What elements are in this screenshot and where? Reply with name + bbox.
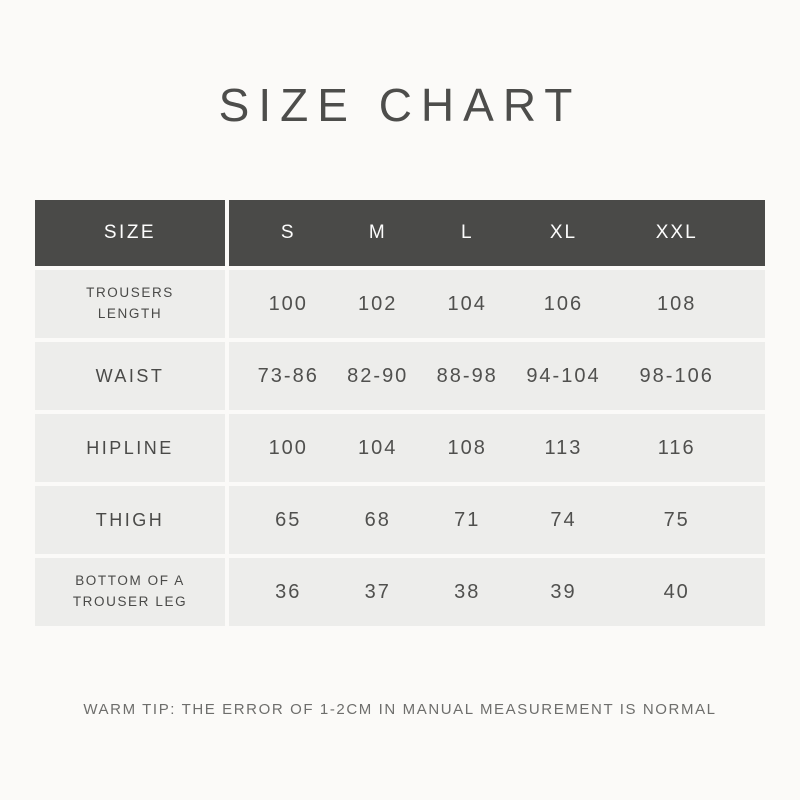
cell-value: 98-106: [639, 364, 714, 387]
cell-value: 75: [663, 508, 690, 531]
row-label-cell: BOTTOM OF A TROUSER LEG: [35, 558, 225, 626]
row-label: WAIST: [95, 365, 165, 386]
row-values: 36 37 38 39 40: [229, 558, 765, 626]
cell-value: 82-90: [347, 364, 409, 387]
row-label-cell: THIGH: [35, 486, 225, 554]
cell-value: 73-86: [257, 364, 319, 387]
table-row-bottom-of-trouser-leg: BOTTOM OF A TROUSER LEG 36 37 38 39 40: [35, 558, 765, 626]
header-col-s: S: [280, 222, 296, 243]
table-row-waist: WAIST 73-86 82-90 88-98 94-104 98-106: [35, 342, 765, 410]
cell-value: 104: [358, 436, 398, 459]
cell-value: 74: [550, 508, 577, 531]
row-label: HIPLINE: [86, 437, 174, 458]
header-col-l: L: [460, 222, 474, 243]
size-table: SIZE S M L XL XXL TROUSERS LENGTH 100 10…: [35, 200, 765, 630]
row-label-cell: HIPLINE: [35, 414, 225, 482]
header-col-m: M: [368, 222, 387, 243]
cell-value: 65: [275, 508, 302, 531]
row-values: 73-86 82-90 88-98 94-104 98-106: [229, 342, 765, 410]
footer-note: WARM TIP: THE ERROR OF 1-2CM IN MANUAL M…: [83, 701, 717, 718]
cell-value: 40: [663, 580, 690, 603]
cell-value: 88-98: [436, 364, 498, 387]
table-header-row: SIZE S M L XL XXL: [35, 200, 765, 266]
row-label-cell: TROUSERS LENGTH: [35, 270, 225, 338]
cell-value: 108: [657, 292, 697, 315]
row-label-cell: WAIST: [35, 342, 225, 410]
cell-value: 94-104: [526, 364, 601, 387]
row-values: 100 104 108 113 116: [229, 414, 765, 482]
row-label: TROUSERS LENGTH: [86, 285, 174, 321]
cell-value: 71: [454, 508, 481, 531]
cell-value: 116: [657, 436, 696, 459]
cell-value: 36: [275, 580, 302, 603]
header-col-xxl: XXL: [655, 222, 698, 243]
cell-value: 38: [454, 580, 481, 603]
cell-value: 108: [447, 436, 487, 459]
header-size-cell: SIZE: [35, 200, 225, 266]
cell-value: 37: [364, 580, 391, 603]
row-values: 65 68 71 74 75: [229, 486, 765, 554]
cell-value: 104: [447, 292, 487, 315]
row-label: THIGH: [95, 509, 165, 530]
header-size-label: SIZE: [103, 222, 157, 243]
page-title: SIZE CHART: [218, 79, 582, 131]
cell-value: 100: [268, 436, 308, 459]
table-row-thigh: THIGH 65 68 71 74 75: [35, 486, 765, 554]
table-row-hipline: HIPLINE 100 104 108 113 116: [35, 414, 765, 482]
row-label: BOTTOM OF A TROUSER LEG: [72, 573, 188, 609]
cell-value: 106: [543, 292, 584, 315]
row-values: 100 102 104 106 108: [229, 270, 765, 338]
table-row-trousers-length: TROUSERS LENGTH 100 102 104 106 108: [35, 270, 765, 338]
header-col-xl: XL: [549, 222, 578, 243]
cell-value: 113: [544, 436, 583, 459]
cell-value: 39: [550, 580, 577, 603]
cell-value: 100: [268, 292, 308, 315]
cell-value: 68: [364, 508, 391, 531]
header-size-columns: S M L XL XXL: [229, 200, 765, 266]
cell-value: 102: [358, 292, 398, 315]
